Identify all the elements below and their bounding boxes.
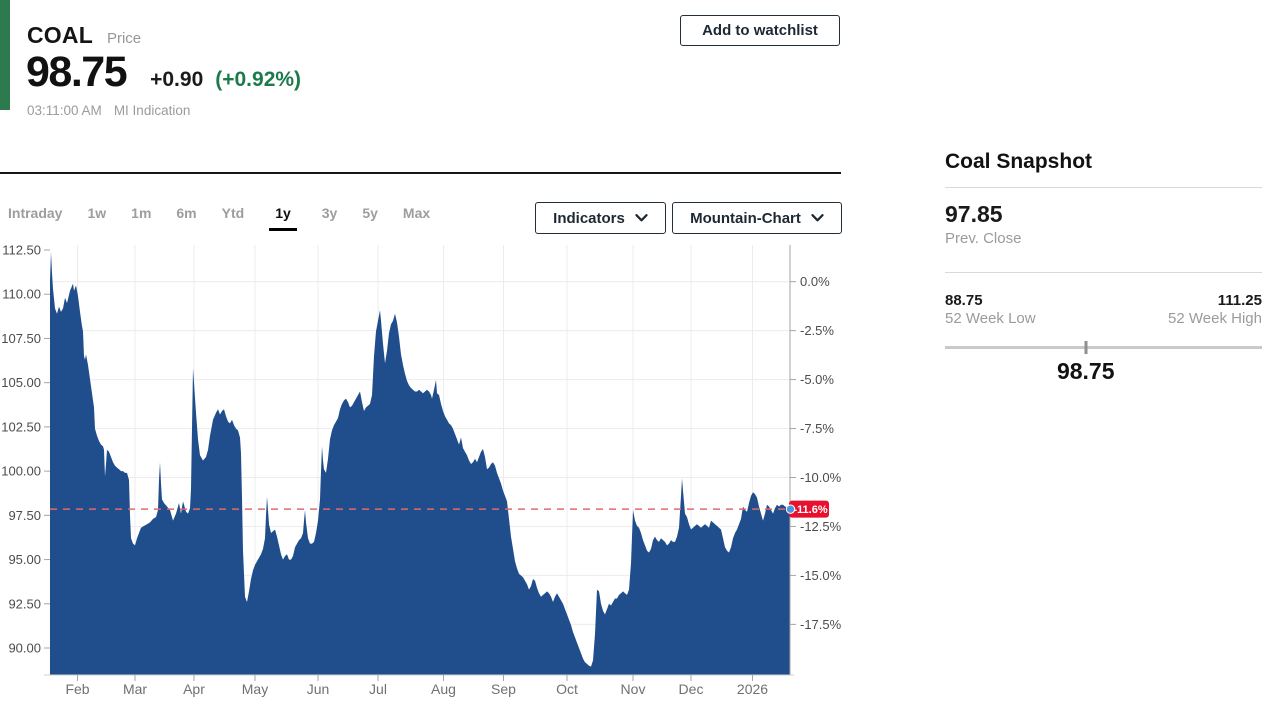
prev-close-value: 97.85 xyxy=(945,201,1003,227)
week-range-row: 88.75 52 Week Low 111.25 52 Week High xyxy=(945,292,1262,327)
chart-type-dropdown-label: Mountain-Chart xyxy=(690,209,801,227)
svg-text:Aug: Aug xyxy=(431,681,456,697)
svg-text:Dec: Dec xyxy=(679,681,704,697)
snapshot-current-price: 98.75 xyxy=(1056,358,1115,384)
svg-text:-5.0%: -5.0% xyxy=(800,372,834,387)
tab-5y[interactable]: 5y xyxy=(362,205,378,221)
tab-3y[interactable]: 3y xyxy=(321,205,338,221)
svg-text:Mar: Mar xyxy=(123,681,147,697)
price-change-percent: (+0.92%) xyxy=(215,68,302,91)
chevron-down-icon xyxy=(811,214,824,222)
week-low-value: 88.75 xyxy=(945,292,983,309)
green-accent-bar xyxy=(0,0,10,110)
quote-meta: 03:11:00 AM MI Indication xyxy=(27,103,190,118)
svg-text:Sep: Sep xyxy=(491,681,516,697)
current-price: 98.75 xyxy=(26,48,128,96)
svg-text:Feb: Feb xyxy=(65,681,89,697)
week-high: 111.25 52 Week High xyxy=(1168,292,1262,327)
tab-max[interactable]: Max xyxy=(402,205,431,221)
week-high-label: 52 Week High xyxy=(1168,310,1262,327)
prev-close-label: Prev. Close xyxy=(945,230,1022,247)
chart-type-dropdown[interactable]: Mountain-Chart xyxy=(672,202,842,234)
price-row: 98.75 +0.90 (+0.92%) xyxy=(26,48,301,97)
svg-text:100.00: 100.00 xyxy=(1,464,41,479)
svg-text:Nov: Nov xyxy=(621,681,646,697)
svg-text:107.50: 107.50 xyxy=(1,331,41,346)
svg-text:Jul: Jul xyxy=(369,681,387,697)
month-axis: Feb Mar Apr May Jun Jul Aug Sep Oct Nov Dec 2026 xyxy=(65,675,768,697)
percent-axis-right: 0.0% -2.5% -5.0% -7.5% -10.0% -12.5% -15.0% -17… xyxy=(790,274,842,632)
tab-1w[interactable]: 1w xyxy=(87,205,107,221)
svg-text:105.00: 105.00 xyxy=(1,375,41,390)
week-low-label: 52 Week Low xyxy=(945,310,1036,327)
snapshot-range-slider xyxy=(945,341,1262,354)
svg-text:102.50: 102.50 xyxy=(1,419,41,434)
svg-text:Oct: Oct xyxy=(556,681,578,697)
week-low: 88.75 52 Week Low xyxy=(945,292,1036,327)
range-marker xyxy=(1084,341,1088,354)
range-bar xyxy=(945,346,1262,349)
price-axis-left: 112.50 110.00 107.50 105.00 102.50 100.00 97.5… xyxy=(1,243,50,656)
axes xyxy=(44,245,794,676)
svg-text:0.0%: 0.0% xyxy=(800,274,830,289)
mountain-area xyxy=(50,251,790,676)
add-to-watchlist-button[interactable]: Add to watchlist xyxy=(680,15,840,46)
tab-1m[interactable]: 1m xyxy=(131,205,152,221)
snapshot-divider xyxy=(945,272,1262,273)
svg-text:97.50: 97.50 xyxy=(8,508,41,523)
svg-text:-11.6%: -11.6% xyxy=(793,504,827,516)
svg-text:-7.5%: -7.5% xyxy=(800,421,834,436)
chevron-down-icon xyxy=(635,214,648,222)
svg-text:May: May xyxy=(242,681,268,697)
svg-text:-15.0%: -15.0% xyxy=(800,568,842,583)
quote-source: MI Indication xyxy=(113,103,191,118)
svg-text:2026: 2026 xyxy=(737,681,768,697)
range-tabs: Intraday 1w 1m 6m Ytd 1y 3y 5y Max xyxy=(8,205,430,231)
snapshot-title: Coal Snapshot xyxy=(945,150,1262,188)
prev-close-badge: -11.6% xyxy=(785,500,829,518)
tab-intraday[interactable]: Intraday xyxy=(8,205,63,221)
price-type-label: Price xyxy=(106,30,142,47)
svg-text:-17.5%: -17.5% xyxy=(800,617,842,632)
svg-text:-12.5%: -12.5% xyxy=(800,519,842,534)
indicators-dropdown[interactable]: Indicators xyxy=(535,202,666,234)
svg-text:-2.5%: -2.5% xyxy=(800,323,834,338)
last-price-dot xyxy=(785,504,796,514)
week-high-value: 111.25 xyxy=(1217,292,1262,309)
svg-text:90.00: 90.00 xyxy=(8,641,41,656)
tab-ytd[interactable]: Ytd xyxy=(221,205,245,221)
header-divider xyxy=(0,172,841,174)
price-change: +0.90 xyxy=(150,68,204,91)
svg-text:Apr: Apr xyxy=(183,681,205,697)
svg-text:95.00: 95.00 xyxy=(8,552,41,567)
svg-text:112.50: 112.50 xyxy=(2,243,41,258)
price-chart[interactable]: 112.50 110.00 107.50 105.00 102.50 100.00 97.5… xyxy=(0,240,850,706)
svg-text:-10.0%: -10.0% xyxy=(800,470,842,485)
snapshot-current-wrap: 98.75 xyxy=(945,358,1262,388)
svg-text:Jun: Jun xyxy=(307,681,330,697)
svg-text:110.00: 110.00 xyxy=(2,287,41,302)
indicators-dropdown-label: Indicators xyxy=(553,209,625,227)
coal-snapshot-panel: Coal Snapshot 97.85 Prev. Close 88.75 52… xyxy=(945,150,1262,388)
quote-timestamp: 03:11:00 AM xyxy=(27,103,102,118)
tab-1y[interactable]: 1y xyxy=(269,205,297,231)
tab-6m[interactable]: 6m xyxy=(176,205,197,221)
svg-text:92.50: 92.50 xyxy=(8,596,41,611)
symbol-header: COAL Price xyxy=(27,22,141,49)
symbol-title: COAL xyxy=(27,22,93,48)
